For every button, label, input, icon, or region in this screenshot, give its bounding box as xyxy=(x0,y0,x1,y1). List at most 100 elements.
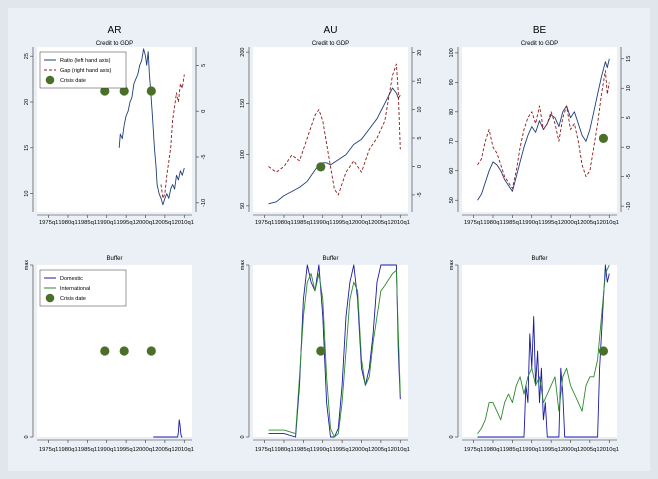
left-tick-label: 200 xyxy=(240,48,246,57)
legend-label: Domestic xyxy=(60,276,83,282)
right-tick-label: 15 xyxy=(417,78,423,84)
right-tick-label: 0 xyxy=(417,165,423,168)
legend-marker xyxy=(45,293,55,303)
x-tick-label: 2010q1 xyxy=(391,220,410,226)
right-tick-label: -5 xyxy=(626,174,632,179)
left-tick-label: 60 xyxy=(449,168,455,174)
panel-subtitle: Credit to GDP xyxy=(521,41,558,47)
x-tick-label: 1985q1 xyxy=(78,220,97,226)
x-tick-label: 2005q1 xyxy=(580,447,599,453)
crisis-date-marker xyxy=(146,346,156,356)
legend: Ratio (left hand axis) Gap (right hand ax… xyxy=(39,51,127,89)
panel-title: AU xyxy=(324,25,338,36)
right-tick-label: 5 xyxy=(626,116,632,119)
crisis-date-marker xyxy=(316,162,326,172)
x-tick-label: 1980q1 xyxy=(58,447,77,453)
x-tick-label: 2010q1 xyxy=(175,447,194,453)
x-tick-label: 1995q1 xyxy=(116,220,135,226)
x-tick-label: 1975q1 xyxy=(255,447,274,453)
x-tick-label: 1980q1 xyxy=(58,220,77,226)
left-tick-label: 10 xyxy=(24,191,30,197)
crisis-date-marker xyxy=(119,346,129,356)
x-tick-label: 1975q1 xyxy=(255,220,274,226)
plot-area xyxy=(462,47,617,212)
right-tick-label: 0 xyxy=(626,146,632,149)
panel-title: AR xyxy=(108,25,122,36)
right-tick-label: 5 xyxy=(417,137,423,140)
x-tick-label: 2005q1 xyxy=(155,220,174,226)
left-tick-label: 15 xyxy=(24,145,30,151)
panel-3: BE Credit to GDP 50 60 70 80 90 100 -10 -5 0 5 10 15 1… xyxy=(449,25,632,226)
x-tick-label: 1995q1 xyxy=(332,220,351,226)
left-tick-label: max xyxy=(449,260,455,271)
panel-1: AR Credit to GDP 10 15 20 25 -10 -5 0 5 1975q1 1980… xyxy=(24,25,207,226)
crisis-date-marker xyxy=(119,86,129,96)
panel-subtitle: Buffer xyxy=(323,256,339,262)
x-tick-label: 1990q1 xyxy=(313,220,332,226)
series-line-international xyxy=(477,264,610,434)
x-tick-label: 1980q1 xyxy=(274,447,293,453)
x-tick-label: 1985q1 xyxy=(294,447,313,453)
left-tick-label: max xyxy=(24,260,30,271)
legend-marker xyxy=(45,75,55,85)
x-tick-label: 1985q1 xyxy=(503,447,522,453)
right-tick-label: 20 xyxy=(417,50,423,56)
series-line-ratio-left-hand-axis xyxy=(268,87,401,205)
x-tick-label: 1975q1 xyxy=(464,220,483,226)
left-tick-label: 50 xyxy=(240,203,246,209)
x-tick-label: 1985q1 xyxy=(503,220,522,226)
right-tick-label: -10 xyxy=(201,199,207,207)
x-tick-label: 1975q1 xyxy=(39,447,58,453)
plot-area xyxy=(253,47,408,212)
left-tick-label: max xyxy=(240,260,246,271)
left-tick-label: 80 xyxy=(449,109,455,115)
right-tick-label: -10 xyxy=(626,202,632,210)
right-tick-label: 10 xyxy=(417,107,423,113)
x-tick-label: 1980q1 xyxy=(274,220,293,226)
crisis-date-marker xyxy=(146,86,156,96)
series-line-domestic xyxy=(268,264,401,438)
panel-title: BE xyxy=(533,25,547,36)
x-tick-label: 1995q1 xyxy=(541,220,560,226)
panel-subtitle: Buffer xyxy=(107,256,123,262)
series-line-gap-right-hand-axis xyxy=(160,74,185,199)
x-tick-label: 1985q1 xyxy=(294,220,313,226)
left-tick-label: 70 xyxy=(449,138,455,144)
panel-4: Buffer 0 max 1975q1 1980q1 1985q1 1990q1 1995q1… xyxy=(24,256,194,453)
series-line-domestic xyxy=(477,264,610,438)
crisis-date-marker xyxy=(316,346,326,356)
x-tick-label: 1990q1 xyxy=(522,447,541,453)
legend: Domestic International Crisis date xyxy=(39,269,127,307)
x-tick-label: 1990q1 xyxy=(313,447,332,453)
x-tick-label: 1980q1 xyxy=(483,220,502,226)
left-tick-label: 50 xyxy=(449,197,455,203)
legend-label: Ratio (left hand axis) xyxy=(60,58,111,64)
left-tick-label: 20 xyxy=(24,99,30,105)
crisis-date-marker xyxy=(598,133,609,143)
left-tick-label: 90 xyxy=(449,79,455,85)
plot-area xyxy=(462,265,617,437)
left-tick-label: 150 xyxy=(240,99,246,108)
panel-2: AU Credit to GDP 50 100 150 200 -5 0 5 10 15 20 1975… xyxy=(240,25,423,226)
series-line-ratio-left-hand-axis xyxy=(118,48,185,206)
panel-subtitle: Credit to GDP xyxy=(312,41,349,47)
panel-6: Buffer 0 max 1975q1 1980q1 1985q1 1990q1 1995q1… xyxy=(449,256,619,453)
x-tick-label: 2000q1 xyxy=(136,220,155,226)
plot-area xyxy=(253,265,408,437)
legend-label: Gap (right hand axis) xyxy=(60,68,112,74)
x-tick-label: 1995q1 xyxy=(116,447,135,453)
x-tick-label: 2000q1 xyxy=(561,220,580,226)
x-tick-label: 2010q1 xyxy=(600,220,619,226)
x-tick-label: 1990q1 xyxy=(522,220,541,226)
left-tick-label: 0 xyxy=(240,435,246,438)
x-tick-label: 2005q1 xyxy=(371,447,390,453)
right-tick-label: 10 xyxy=(626,85,632,91)
x-tick-label: 2000q1 xyxy=(352,447,371,453)
legend-label: Crisis date xyxy=(60,296,86,302)
x-tick-label: 2010q1 xyxy=(600,447,619,453)
series-line-international xyxy=(268,269,401,438)
right-tick-label: -5 xyxy=(201,155,207,160)
left-tick-label: 100 xyxy=(449,48,455,57)
x-tick-label: 2000q1 xyxy=(352,220,371,226)
